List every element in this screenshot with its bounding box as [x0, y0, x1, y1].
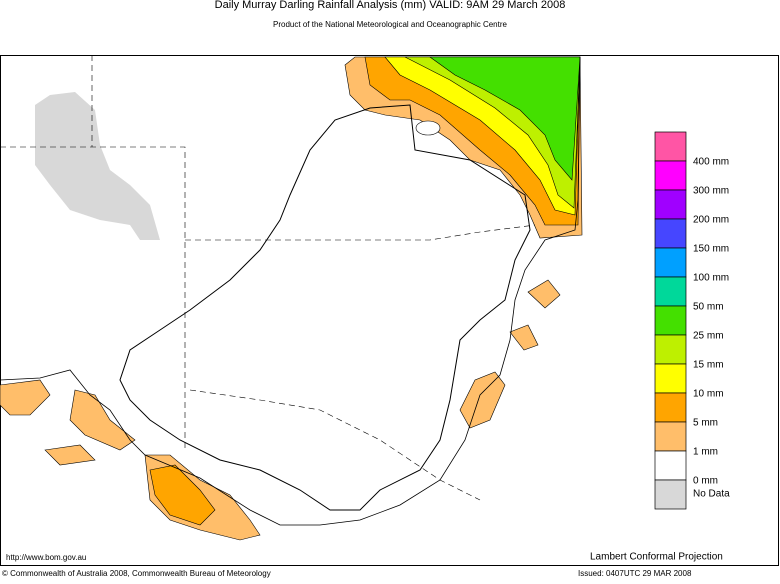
legend-swatch [654, 334, 687, 365]
coastline [0, 56, 581, 526]
legend-label: 300 mm [693, 186, 729, 197]
legend-label: 150 mm [693, 244, 729, 255]
legend-swatch [654, 160, 687, 191]
rain-1mm [509, 324, 539, 351]
legend-label: 5 mm [693, 418, 718, 429]
rain-1mm [0, 379, 51, 416]
rain-1mm [44, 444, 96, 466]
legend-label: 25 mm [693, 331, 724, 342]
legend-swatch [654, 363, 687, 394]
url: http://www.bom.gov.au [6, 553, 86, 562]
legend-swatch [654, 479, 687, 510]
rain-1mm [69, 389, 136, 451]
legend-swatch [654, 450, 687, 481]
basin-outline [119, 104, 531, 511]
map-frame [0, 55, 779, 566]
map-layers [0, 55, 583, 541]
legend-swatch [654, 189, 687, 220]
legend-label: 10 mm [693, 389, 724, 400]
legend-swatch [654, 218, 687, 249]
legend-label: 100 mm [693, 273, 729, 284]
subtitle: Product of the National Meteorological a… [273, 20, 507, 29]
legend-label: 400 mm [693, 157, 729, 168]
legend-label: 200 mm [693, 215, 729, 226]
legend-swatch [654, 276, 687, 307]
rain-25mm [429, 56, 581, 181]
projection: Lambert Conformal Projection [590, 552, 723, 563]
title: Daily Murray Darling Rainfall Analysis (… [215, 0, 566, 11]
legend-label: 1 mm [693, 447, 718, 458]
no-data-area [35, 92, 160, 240]
legend-swatch [654, 392, 687, 423]
rain-1mm [459, 371, 506, 429]
dry-patch [415, 120, 441, 136]
legend-swatch [654, 421, 687, 452]
legend-label: 15 mm [693, 360, 724, 371]
legend-label: 0 mm [693, 476, 718, 487]
issued: Issued: 0407UTC 29 MAR 2008 [578, 569, 692, 578]
copyright: © Commonwealth of Australia 2008, Common… [2, 569, 271, 578]
legend-swatch [654, 247, 687, 278]
legend-swatch [654, 131, 687, 162]
legend-swatch [654, 305, 687, 336]
state-borders [0, 55, 536, 501]
legend-label: No Data [693, 489, 730, 500]
rain-1mm [527, 279, 561, 309]
legend-label: 50 mm [693, 302, 724, 313]
legend: 400 mm 300 mm 200 mm 150 mm 100 mm 50 mm 25 mm… [654, 131, 730, 510]
